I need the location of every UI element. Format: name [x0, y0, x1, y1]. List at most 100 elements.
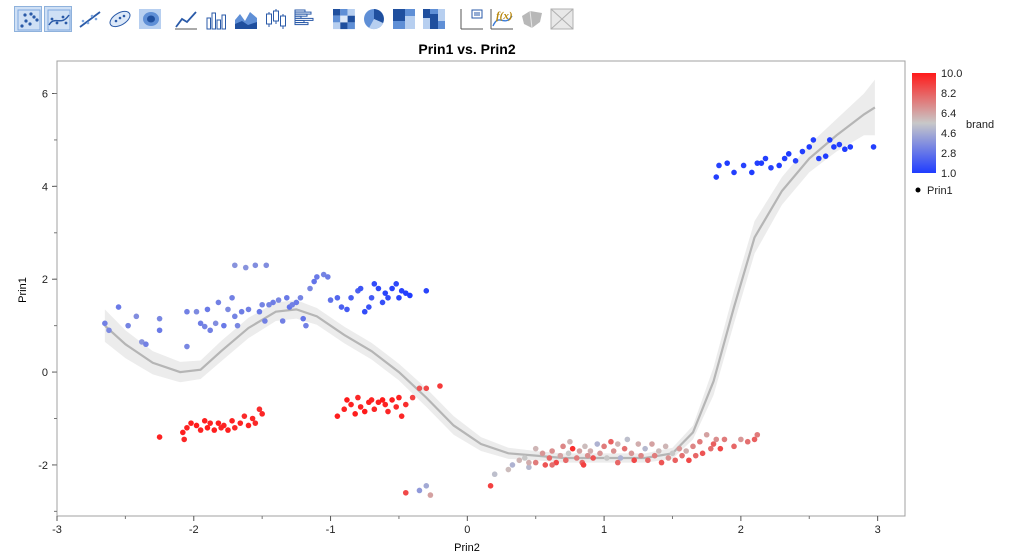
- data-point[interactable]: [375, 285, 382, 292]
- data-point[interactable]: [184, 343, 190, 350]
- data-point[interactable]: [707, 445, 714, 452]
- data-point[interactable]: [516, 457, 523, 464]
- data-point[interactable]: [139, 339, 145, 345]
- data-point[interactable]: [184, 424, 190, 431]
- data-point[interactable]: [781, 155, 788, 162]
- data-point[interactable]: [204, 306, 211, 313]
- data-point[interactable]: [215, 299, 222, 306]
- caption-box-button[interactable]: [458, 6, 486, 32]
- contour-points-button[interactable]: [44, 6, 72, 32]
- data-point[interactable]: [393, 404, 400, 410]
- data-point[interactable]: [311, 278, 317, 285]
- data-point[interactable]: [665, 455, 672, 461]
- data-point[interactable]: [201, 418, 208, 424]
- data-point[interactable]: [416, 487, 423, 494]
- data-point[interactable]: [491, 471, 498, 478]
- data-point[interactable]: [232, 313, 238, 320]
- data-point[interactable]: [679, 452, 685, 459]
- data-point[interactable]: [300, 315, 306, 322]
- data-point[interactable]: [355, 394, 361, 401]
- data-point[interactable]: [690, 443, 696, 450]
- data-point[interactable]: [526, 464, 532, 471]
- data-point[interactable]: [334, 294, 341, 301]
- data-point[interactable]: [229, 294, 235, 301]
- data-point[interactable]: [749, 169, 755, 176]
- data-point[interactable]: [275, 297, 282, 303]
- data-point[interactable]: [409, 394, 416, 401]
- data-point[interactable]: [560, 443, 566, 450]
- data-point[interactable]: [717, 445, 724, 452]
- data-point[interactable]: [371, 281, 378, 287]
- data-point[interactable]: [338, 304, 345, 310]
- data-point[interactable]: [181, 436, 187, 443]
- data-point[interactable]: [676, 445, 683, 452]
- data-point[interactable]: [806, 144, 813, 150]
- data-point[interactable]: [256, 406, 263, 413]
- data-point[interactable]: [232, 424, 238, 431]
- data-point[interactable]: [526, 459, 532, 466]
- data-point[interactable]: [423, 288, 430, 294]
- data-point[interactable]: [188, 420, 194, 426]
- data-point[interactable]: [754, 160, 761, 166]
- data-point[interactable]: [382, 290, 389, 296]
- data-point[interactable]: [822, 153, 829, 159]
- data-point[interactable]: [631, 457, 637, 464]
- data-point[interactable]: [352, 411, 358, 417]
- data-point[interactable]: [270, 299, 276, 306]
- data-point[interactable]: [115, 304, 122, 310]
- data-point[interactable]: [831, 144, 837, 150]
- data-point[interactable]: [341, 406, 348, 413]
- data-point[interactable]: [816, 155, 822, 162]
- data-point[interactable]: [416, 385, 423, 392]
- data-point[interactable]: [402, 290, 409, 296]
- data-point[interactable]: [242, 264, 249, 271]
- data-point[interactable]: [379, 397, 386, 403]
- data-point[interactable]: [307, 285, 313, 292]
- data-point[interactable]: [713, 174, 720, 180]
- data-point[interactable]: [487, 483, 494, 489]
- data-point[interactable]: [549, 462, 555, 468]
- data-point[interactable]: [212, 320, 219, 327]
- data-point[interactable]: [252, 262, 259, 269]
- data-point[interactable]: [344, 397, 350, 403]
- data-point[interactable]: [738, 436, 744, 443]
- data-point[interactable]: [597, 450, 603, 457]
- data-point[interactable]: [672, 457, 679, 464]
- data-point[interactable]: [293, 299, 300, 306]
- data-point[interactable]: [303, 322, 309, 329]
- area-chart-button[interactable]: [232, 6, 260, 32]
- data-point[interactable]: [601, 443, 607, 450]
- data-point[interactable]: [669, 450, 676, 457]
- data-point[interactable]: [402, 401, 409, 408]
- data-point[interactable]: [361, 308, 368, 315]
- data-point[interactable]: [156, 327, 163, 334]
- data-point[interactable]: [193, 308, 200, 315]
- data-point[interactable]: [542, 462, 549, 468]
- data-point[interactable]: [402, 489, 409, 496]
- data-point[interactable]: [532, 445, 539, 452]
- data-point[interactable]: [398, 413, 405, 419]
- data-point[interactable]: [692, 452, 699, 459]
- data-point[interactable]: [580, 462, 587, 468]
- data-point[interactable]: [521, 455, 528, 461]
- data-point[interactable]: [686, 457, 692, 464]
- data-point[interactable]: [256, 308, 263, 315]
- data-point[interactable]: [697, 438, 703, 445]
- data-point[interactable]: [731, 169, 737, 176]
- data-point[interactable]: [102, 320, 108, 327]
- data-point[interactable]: [699, 450, 706, 457]
- data-point[interactable]: [662, 443, 669, 450]
- data-point[interactable]: [389, 397, 395, 403]
- data-point[interactable]: [546, 455, 553, 461]
- data-point[interactable]: [638, 452, 644, 459]
- data-point[interactable]: [608, 438, 614, 445]
- data-point[interactable]: [539, 450, 546, 457]
- data-point[interactable]: [768, 164, 774, 171]
- data-point[interactable]: [505, 466, 512, 473]
- data-point[interactable]: [143, 341, 149, 348]
- data-point[interactable]: [721, 436, 728, 443]
- map-shape-button[interactable]: [518, 6, 546, 32]
- data-point[interactable]: [262, 318, 268, 324]
- data-point[interactable]: [617, 455, 624, 461]
- data-point[interactable]: [283, 294, 290, 301]
